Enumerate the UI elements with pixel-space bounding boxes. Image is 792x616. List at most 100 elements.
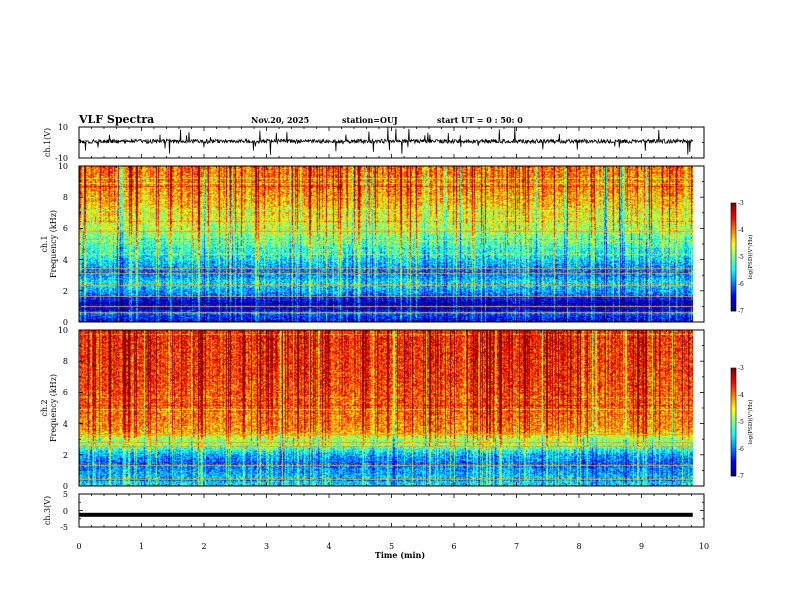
ch1-colorbar-frame <box>730 202 737 312</box>
ch1-waveform-ticks <box>78 126 705 159</box>
cb1grad-step <box>731 247 736 250</box>
cb1grad-step <box>731 243 736 246</box>
station-label: station=OUJ <box>342 115 398 125</box>
cb1grad-step <box>731 259 736 262</box>
ch2-colorbar-tick-m3: -3 <box>738 365 744 372</box>
cb2grad-step <box>731 400 736 403</box>
cb2grad-step <box>731 388 736 391</box>
ch2-colorbar-tick-m6: -6 <box>738 446 744 453</box>
cb1grad-step <box>731 263 736 266</box>
cb2grad-step <box>731 474 736 477</box>
cb1grad-step <box>731 277 736 280</box>
ch2-ytick-2: 2 <box>63 451 68 460</box>
cb2grad-step <box>731 436 736 439</box>
ch2-ytick-10: 10 <box>58 326 68 335</box>
cb1grad-step <box>731 269 736 272</box>
cb2grad-step <box>731 472 736 475</box>
cb2grad-step <box>731 376 736 379</box>
cb2grad-step <box>731 458 736 461</box>
cb2grad-step <box>731 448 736 451</box>
ch1-colorbar-tick-m3: -3 <box>738 200 744 207</box>
xtick-label-7: 7 <box>514 542 519 551</box>
xtick-label-5: 5 <box>389 542 394 551</box>
ch1-ylabel-frequency: Frequency (kHz) <box>49 210 58 278</box>
cb2grad-step <box>731 430 736 433</box>
cb2grad-step <box>731 392 736 395</box>
cb1grad-step <box>731 249 736 252</box>
cb1grad-step <box>731 207 736 210</box>
cb1grad-step <box>731 225 736 228</box>
cb1grad-step <box>731 273 736 276</box>
cb1grad-step <box>731 211 736 214</box>
cb1grad-step <box>731 281 736 284</box>
cb1grad-step <box>731 289 736 292</box>
ch1-ytick-2: 2 <box>63 287 68 296</box>
ch1-colorbar-tick-m5: -5 <box>738 254 744 261</box>
cb2grad-step <box>731 460 736 463</box>
ch1-ytick-top: 10 <box>58 123 68 132</box>
cb1grad-step <box>731 271 736 274</box>
ch1-colorbar: -3 -4 -5 -6 -7 log(PSD)(V²/Hz) <box>730 200 754 315</box>
ch2-colorbar-label: log(PSD)(V²/Hz) <box>747 400 754 445</box>
ch1-colorbar-label: log(PSD)(V²/Hz) <box>747 235 754 280</box>
xtick-label-6: 6 <box>451 542 456 551</box>
cb2grad-step <box>731 454 736 457</box>
start-time-label: start UT = 0 : 50: 0 <box>437 115 523 125</box>
xtick-label-10: 10 <box>699 542 709 551</box>
ch3-ytick-neg5: -5 <box>60 523 68 532</box>
ch2-ytick-4: 4 <box>63 420 68 429</box>
cb2grad-step <box>731 374 736 377</box>
cb2grad-step <box>731 368 736 371</box>
cb1grad-step <box>731 257 736 260</box>
xtick-label-4: 4 <box>326 542 331 551</box>
cb2grad-step <box>731 462 736 465</box>
cb2grad-step <box>731 440 736 443</box>
ch1-waveform-panel: 10 -10 ch.1(V) <box>43 123 705 163</box>
cb1grad-step <box>731 295 736 298</box>
ch3-waveform-panel: 5 0 -5 ch.3(V) <box>43 490 705 532</box>
cb2grad-step <box>731 444 736 447</box>
date-label: Nov.20, 2025 <box>251 115 309 125</box>
ch3-waveform-ylabel: ch.3(V) <box>43 496 52 525</box>
cb2grad-step <box>731 410 736 413</box>
xtick-label-8: 8 <box>576 542 581 551</box>
cb1grad-step <box>731 235 736 238</box>
ch2-colorbar: -3 -4 -5 -6 -7 log(PSD)(V²/Hz) <box>730 365 754 480</box>
cb1grad-step <box>731 251 736 254</box>
cb2grad-step <box>731 372 736 375</box>
cb2grad-step <box>731 378 736 381</box>
cb1grad-step <box>731 261 736 264</box>
ch3-waveform-ticks <box>78 493 705 528</box>
cb1grad-step <box>731 223 736 226</box>
cb1grad-step <box>731 287 736 290</box>
time-axis-tick-labels: 0 1 2 3 4 5 6 7 8 9 10 <box>76 542 709 551</box>
cb1grad-step <box>731 275 736 278</box>
cb1grad-step <box>731 305 736 308</box>
ch3-waveform-trace <box>79 512 693 517</box>
cb1grad-step <box>731 307 736 310</box>
cb1grad-step <box>731 233 736 236</box>
ch1-ytick-8: 8 <box>63 193 68 202</box>
cb2grad-step <box>731 450 736 453</box>
ch3-ytick-0: 0 <box>63 507 68 516</box>
ch2-ytick-0: 0 <box>63 482 68 491</box>
cb2grad-step <box>731 426 736 429</box>
cb2grad-step <box>731 394 736 397</box>
ch2-ytick-6: 6 <box>63 388 68 397</box>
cb1grad-step <box>731 299 736 302</box>
ch1-ytick-10: 10 <box>58 162 68 171</box>
ch2-colorbar-tick-m7: -7 <box>738 473 744 480</box>
cb2grad-step <box>731 404 736 407</box>
cb2grad-step <box>731 384 736 387</box>
cb2grad-step <box>731 428 736 431</box>
cb2grad-step <box>731 432 736 435</box>
cb2grad-step <box>731 420 736 423</box>
cb2grad-step <box>731 398 736 401</box>
ch2-spectrogram-ticks <box>78 329 705 487</box>
time-axis-label: Time (min) <box>375 550 425 560</box>
ch1-colorbar-tick-m4: -4 <box>738 227 744 234</box>
cb1grad-step <box>731 213 736 216</box>
cb2grad-step <box>731 470 736 473</box>
cb1grad-step <box>731 205 736 208</box>
ch2-colorbar-tick-m5: -5 <box>738 419 744 426</box>
